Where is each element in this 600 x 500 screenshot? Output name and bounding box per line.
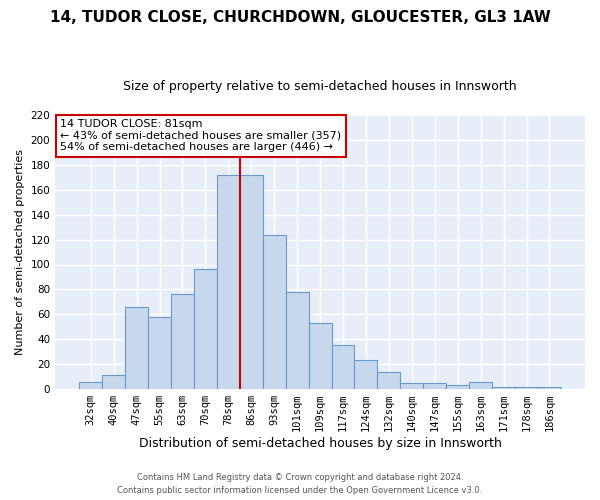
Bar: [377, 372, 400, 389]
Text: Contains HM Land Registry data © Crown copyright and database right 2024.
Contai: Contains HM Land Registry data © Crown c…: [118, 474, 482, 495]
Bar: [538, 386, 561, 389]
Bar: [125, 307, 148, 389]
Bar: [263, 234, 286, 389]
Bar: [332, 346, 355, 389]
Bar: [217, 175, 240, 389]
Bar: [446, 386, 469, 389]
Bar: [148, 317, 171, 389]
Bar: [469, 382, 492, 389]
Bar: [492, 386, 515, 389]
Bar: [286, 292, 308, 389]
Bar: [355, 360, 377, 389]
Bar: [240, 175, 263, 389]
Bar: [308, 323, 332, 389]
Bar: [194, 270, 217, 389]
Title: Size of property relative to semi-detached houses in Innsworth: Size of property relative to semi-detach…: [123, 80, 517, 93]
Text: 14, TUDOR CLOSE, CHURCHDOWN, GLOUCESTER, GL3 1AW: 14, TUDOR CLOSE, CHURCHDOWN, GLOUCESTER,…: [50, 10, 550, 25]
Bar: [79, 382, 102, 389]
Bar: [423, 383, 446, 389]
Bar: [171, 294, 194, 389]
Text: 14 TUDOR CLOSE: 81sqm
← 43% of semi-detached houses are smaller (357)
54% of sem: 14 TUDOR CLOSE: 81sqm ← 43% of semi-deta…: [61, 119, 341, 152]
X-axis label: Distribution of semi-detached houses by size in Innsworth: Distribution of semi-detached houses by …: [139, 437, 502, 450]
Bar: [400, 383, 423, 389]
Bar: [515, 386, 538, 389]
Bar: [102, 376, 125, 389]
Y-axis label: Number of semi-detached properties: Number of semi-detached properties: [15, 149, 25, 355]
